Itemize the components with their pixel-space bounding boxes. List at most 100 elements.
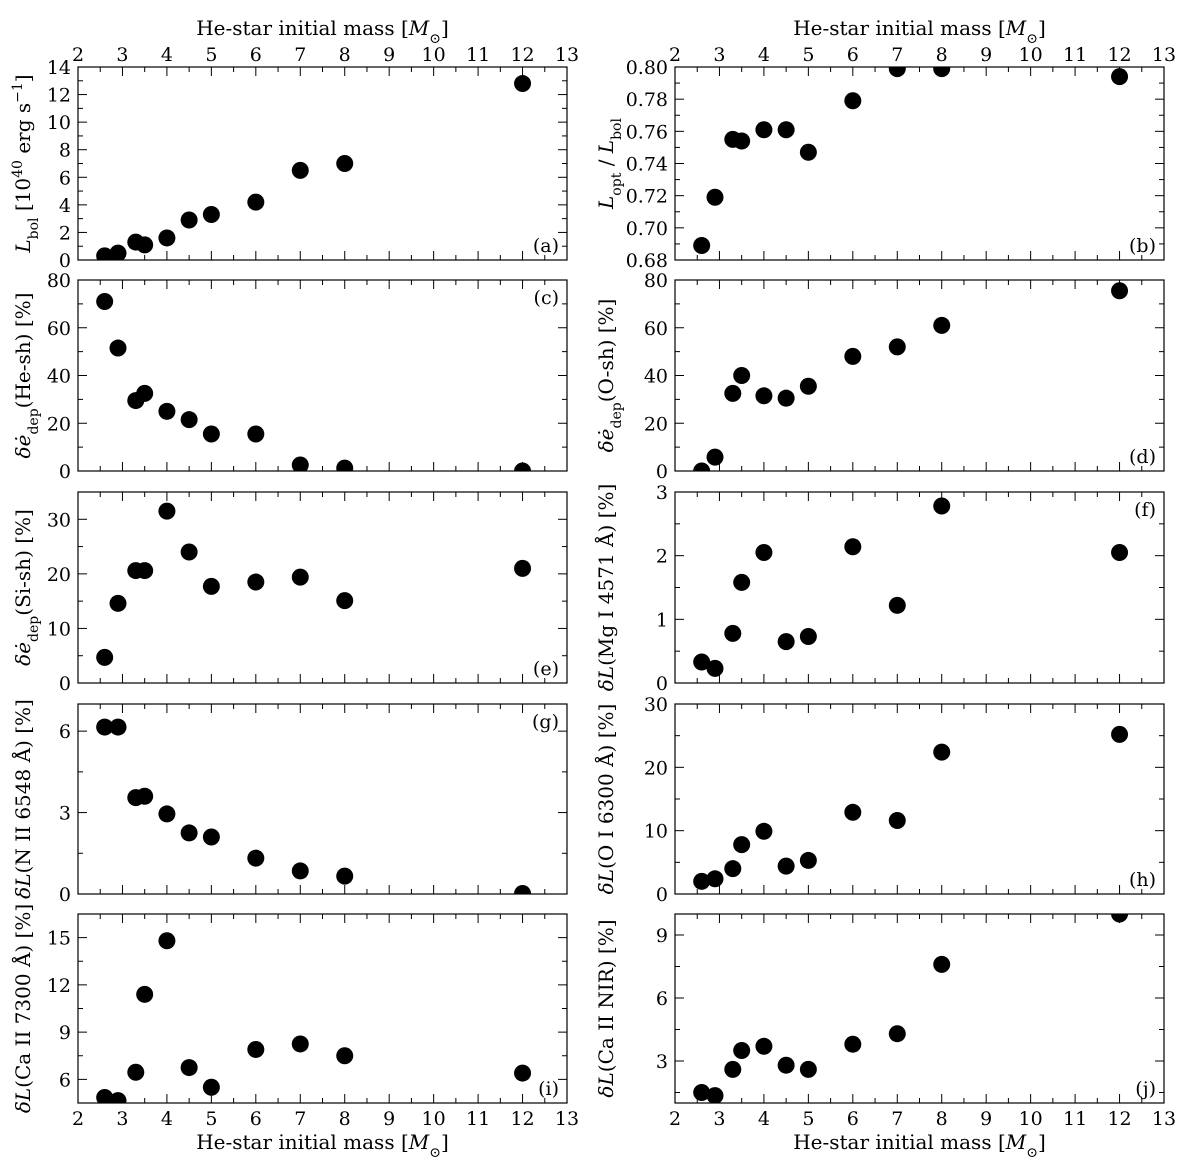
- x-tick-label: 2: [72, 1108, 84, 1130]
- data-point: [733, 132, 751, 150]
- data-point: [799, 628, 817, 646]
- data-point: [109, 244, 127, 260]
- data-point: [755, 387, 773, 405]
- data-point: [799, 851, 817, 869]
- x-tick-label: 10: [1019, 1108, 1043, 1130]
- y-tick-label: 0: [59, 461, 71, 483]
- x-tick-label: 13: [1152, 1108, 1176, 1130]
- label-part: ⊙: [1026, 1145, 1038, 1161]
- data-point: [109, 718, 127, 736]
- label-part: L: [11, 239, 35, 253]
- x-tick-label: 10: [422, 1108, 446, 1130]
- top-x-tick-label: 4: [161, 44, 173, 66]
- data-points: [96, 292, 532, 471]
- y-tick-label: 20: [47, 413, 71, 435]
- data-point: [799, 377, 817, 395]
- y-tick-label: 0: [59, 250, 71, 272]
- data-point: [693, 1084, 711, 1101]
- y-tick-label: 12: [47, 85, 71, 107]
- data-point: [888, 1025, 906, 1043]
- y-tick-label: 60: [47, 318, 71, 340]
- label-part: M: [1005, 16, 1027, 40]
- top-x-tick-label: 6: [250, 44, 262, 66]
- top-x-axis-label: He-star initial mass [M⊙]: [196, 16, 449, 47]
- data-point: [291, 161, 309, 179]
- label-part: −1: [10, 82, 26, 103]
- label-part: ]: [441, 1130, 449, 1154]
- data-point: [247, 193, 265, 211]
- panel-label: (h): [1129, 869, 1156, 891]
- panel-j: 3 6 9 2 3 4 5 6 7 8 9 10 11 12 13 He-star initial mass …: [594, 913, 1176, 1161]
- y-axis-label: δL(Mg I 4571 Å) [%]: [593, 484, 618, 692]
- label-part: L: [594, 196, 618, 210]
- data-point: [1111, 543, 1129, 561]
- data-point: [777, 857, 795, 875]
- x-tick-label: 12: [1107, 1108, 1131, 1130]
- data-point: [180, 543, 198, 561]
- y-axis-label: δL(N II 6548 Å) [%]: [10, 699, 35, 899]
- data-point: [202, 206, 220, 224]
- data-point: [933, 497, 951, 515]
- panel-label: (f): [1134, 499, 1156, 521]
- x-tick-label: 3: [713, 1108, 725, 1130]
- y-tick-label: 6: [656, 988, 668, 1010]
- x-tick-label: 8: [339, 1108, 351, 1130]
- y-tick-label: 80: [644, 270, 668, 292]
- data-point: [136, 985, 154, 1003]
- data-point: [158, 229, 176, 247]
- data-point: [799, 1060, 817, 1078]
- label-part: opt: [609, 172, 625, 195]
- data-point: [202, 577, 220, 595]
- label-part: (O I 6300 Å) [%]: [593, 704, 618, 869]
- label-part: ]: [1038, 16, 1046, 40]
- label-part: He-star initial mass [: [793, 16, 1006, 40]
- x-tick-label: 5: [205, 1108, 217, 1130]
- data-point: [109, 594, 127, 612]
- data-point: [336, 155, 354, 172]
- y-tick-label: 3: [59, 803, 71, 825]
- data-point: [777, 121, 795, 139]
- y-tick-label: 2: [59, 222, 71, 244]
- data-point: [733, 1042, 751, 1059]
- data-point: [777, 633, 795, 651]
- y-axis-label: δėdep(O-sh) [%]: [594, 299, 625, 453]
- label-part: (O-sh) [%]: [594, 299, 618, 403]
- data-point: [733, 573, 751, 591]
- data-point: [693, 653, 711, 671]
- data-point: [96, 292, 114, 310]
- y-axis-label: δL(Ca II NIR) [%]: [594, 919, 618, 1097]
- y-tick-label: 15: [47, 928, 71, 950]
- x-tick-label: 8: [936, 1108, 948, 1130]
- label-part: (Si-sh) [%]: [11, 509, 35, 616]
- data-points: [96, 932, 532, 1103]
- panel-h: 0 10 20 30 δL(O I 6300 Å) [%] (h): [593, 694, 1165, 906]
- data-point: [158, 402, 176, 420]
- y-tick-label: 0: [656, 884, 668, 906]
- y-tick-label: 0.72: [626, 186, 668, 208]
- data-point: [96, 247, 114, 260]
- label-part: δL: [594, 869, 618, 894]
- data-point: [799, 143, 817, 161]
- y-tick-label: 0.74: [626, 154, 668, 176]
- data-point: [247, 425, 265, 443]
- data-point: [1111, 68, 1129, 86]
- data-point: [136, 787, 154, 805]
- data-point: [247, 573, 265, 591]
- data-point: [180, 824, 198, 842]
- y-tick-label: 10: [47, 112, 71, 134]
- label-part: /: [594, 153, 618, 172]
- y-tick-label: 0: [59, 673, 71, 695]
- data-point: [336, 1047, 354, 1065]
- y-tick-label: 3: [656, 1051, 668, 1073]
- label-part: ⊙: [1026, 31, 1038, 47]
- label-part: erg s: [11, 103, 35, 160]
- y-tick-label: 0: [656, 461, 668, 483]
- panel-g: 0 3 6 δL(N II 6548 Å) [%] (g): [10, 699, 568, 906]
- label-part: M: [1005, 1130, 1027, 1154]
- label-part: δė: [11, 642, 35, 666]
- y-tick-label: 10: [47, 618, 71, 640]
- label-part: [10: [11, 178, 35, 218]
- label-part: δL: [594, 666, 618, 691]
